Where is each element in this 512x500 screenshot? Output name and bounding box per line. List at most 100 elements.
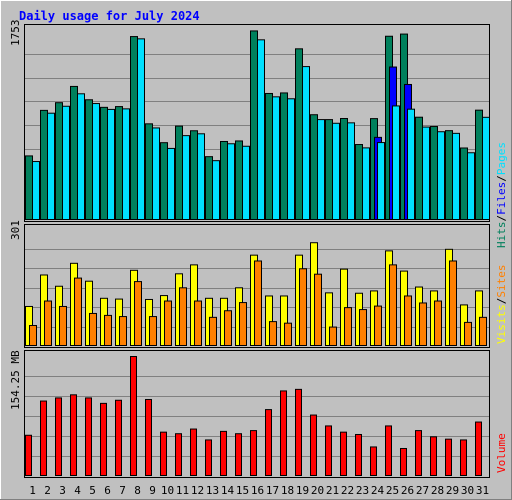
sites-bar-day-22 [344, 307, 352, 347]
volume-bar-day-10 [160, 431, 167, 476]
legend-separator: / [495, 215, 508, 222]
day-label-23: 23 [356, 484, 369, 497]
legend-separator: / [495, 175, 508, 182]
volume-bar-day-1 [25, 434, 32, 476]
hits-bar-day-17 [265, 92, 273, 220]
volume-bar-day-21 [325, 425, 332, 476]
legend-item-visits: Visits [495, 304, 508, 344]
sites-bar-day-27 [419, 302, 427, 347]
pages-bar-day-4 [77, 93, 85, 220]
sites-bar-day-13 [209, 316, 217, 346]
pages-bar-day-2 [47, 112, 55, 220]
pages-bar-day-29 [452, 132, 460, 220]
day-label-4: 4 [74, 484, 81, 497]
day-label-25: 25 [386, 484, 399, 497]
pages-bar-day-19 [302, 66, 310, 221]
hits-bar-day-5 [85, 99, 93, 220]
day-label-16: 16 [251, 484, 264, 497]
volume-bar-day-13 [205, 439, 212, 476]
volume-bar-day-7 [115, 399, 122, 476]
pages-bar-day-5 [92, 103, 100, 220]
volume-bar-day-3 [55, 397, 62, 477]
legend-visits-sites: Visits/Sites [495, 265, 508, 345]
hits-bar-day-15 [235, 140, 243, 220]
chart-title: Daily usage for July 2024 [19, 9, 200, 23]
volume-bar-day-17 [265, 409, 272, 476]
day-label-7: 7 [119, 484, 126, 497]
visits-max-label: 301 [9, 220, 22, 240]
sites-bar-day-24 [374, 305, 382, 346]
day-label-10: 10 [161, 484, 174, 497]
pages-bar-day-12 [197, 133, 205, 220]
pages-bar-day-31 [482, 116, 490, 220]
hits-bar-day-6 [100, 106, 108, 220]
pages-bar-day-22 [347, 122, 355, 220]
pages-bar-day-9 [152, 127, 160, 220]
volume-bar-day-16 [250, 430, 257, 477]
pages-bar-day-3 [62, 105, 70, 220]
hits-bar-day-3 [55, 102, 63, 220]
volume-bar-day-5 [85, 397, 92, 477]
volume-bar-day-25 [385, 425, 392, 476]
day-label-6: 6 [104, 484, 111, 497]
volume-bar-day-23 [355, 433, 362, 476]
legend-volume: Volume [495, 433, 508, 473]
hits-bar-day-18 [280, 92, 288, 220]
volume-bar-day-28 [430, 436, 437, 477]
sites-bar-day-8 [134, 281, 142, 346]
day-label-24: 24 [371, 484, 385, 497]
volume-bar-day-6 [100, 402, 107, 476]
legend-item-sites: Sites [495, 265, 508, 298]
hits-bar-day-1 [25, 155, 33, 220]
sites-bar-day-18 [284, 322, 292, 346]
legend-item-files: Files [495, 182, 508, 215]
legend-item-pages: Pages [495, 142, 508, 175]
sites-bar-day-4 [74, 277, 82, 346]
sites-bar-day-15 [239, 302, 247, 347]
sites-bar-day-19 [299, 268, 307, 346]
hits-bar-day-16 [250, 30, 258, 220]
volume-max-label: 154.25 MB [9, 350, 22, 410]
volume-bar-day-15 [235, 433, 242, 476]
volume-bar-day-29 [445, 438, 452, 476]
pages-bar-day-13 [212, 160, 220, 221]
volume-bar-day-26 [400, 447, 407, 477]
pages-bar-day-25 [392, 105, 400, 220]
day-label-18: 18 [281, 484, 294, 497]
sites-bar-day-1 [29, 325, 37, 347]
day-label-8: 8 [134, 484, 141, 497]
pages-bar-day-7 [122, 108, 130, 220]
sites-bar-day-9 [149, 316, 157, 346]
pages-bar-day-20 [317, 119, 325, 220]
sites-bar-day-2 [44, 300, 52, 347]
hits-bar-day-22 [340, 118, 348, 220]
pages-bar-day-8 [137, 38, 145, 221]
hits-bar-day-19 [295, 48, 303, 220]
day-label-15: 15 [236, 484, 249, 497]
hits-bar-day-31 [475, 109, 483, 220]
pages-bar-day-18 [287, 98, 295, 220]
hits-bar-day-4 [70, 85, 78, 220]
pages-bar-day-24 [377, 142, 385, 221]
pages-bar-day-10 [167, 147, 175, 220]
hits-bar-day-14 [220, 140, 228, 220]
sites-bar-day-11 [179, 287, 187, 346]
sites-bar-day-28 [434, 300, 442, 347]
pages-bar-day-30 [467, 152, 475, 220]
hits-bar-day-10 [160, 142, 168, 220]
volume-bar-day-9 [145, 398, 152, 477]
pages-bar-day-23 [362, 147, 370, 221]
pages-bar-day-21 [332, 122, 340, 220]
day-label-13: 13 [206, 484, 219, 497]
volume-bar-day-18 [280, 390, 287, 476]
sites-bar-day-3 [59, 305, 67, 346]
hits-bar-day-27 [415, 116, 423, 220]
day-label-20: 20 [311, 484, 324, 497]
day-label-26: 26 [401, 484, 414, 497]
sites-bar-day-25 [389, 264, 397, 347]
volume-bar-day-11 [175, 433, 182, 476]
day-label-30: 30 [461, 484, 474, 497]
day-label-31: 31 [476, 484, 489, 497]
sites-bar-day-23 [359, 309, 367, 346]
